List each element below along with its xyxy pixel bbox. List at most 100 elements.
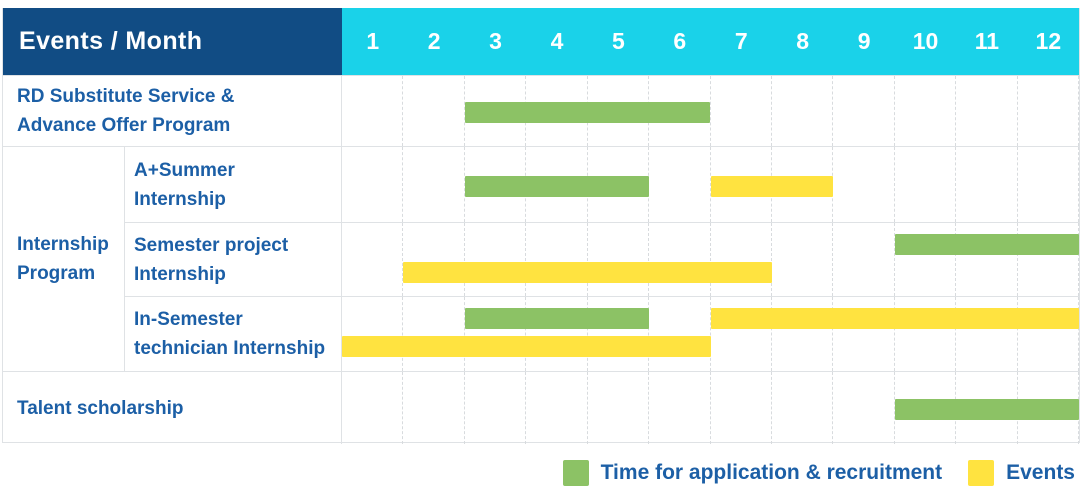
month-header-cell-3: 3 [489,28,502,54]
grid-cell [772,372,834,444]
gantt-row: RD Substitute Service & Advance Offer Pro… [3,75,1080,146]
grid-cell [895,147,957,222]
grid-cell [833,372,895,444]
bar-recruitment [464,175,650,197]
bar-recruitment [464,102,711,123]
gantt-row: A+Summer Internship [125,147,1080,222]
grid-cell [649,147,711,222]
table-header-row: Events / Month 1 2 3 4 5 6 7 8 9 10 11 12 [3,8,1079,75]
grid-cell [772,297,834,371]
bar-recruitment [894,399,1079,420]
month-header-cell-4: 4 [550,28,564,54]
legend-label-events: Events [1006,461,1075,484]
grid-cell [649,76,711,146]
month-header-cell-6: 6 [673,28,687,54]
gantt-row: In-Semester technician Internship [125,296,1080,371]
grid-cell [649,372,711,444]
grid-cell [342,76,404,146]
bar-event [342,336,711,357]
label-line: Internship [134,263,226,285]
events-month-header-cell: Events / Month [3,8,342,75]
label-line: Internship [17,234,109,255]
grid-cell [1018,297,1080,371]
grid-cell [526,372,588,444]
month-track [342,297,1080,371]
grid-cell [403,372,465,444]
bar-event [710,175,834,197]
grid-cell [895,76,957,146]
group-label: Internship Program [3,147,125,371]
legend-swatch-recruitment [562,460,589,486]
grid-cell [1018,147,1080,222]
bar-event [710,308,1079,329]
label-line: In-Semester [134,309,243,330]
grid-cell [833,223,895,296]
grid-cell [342,223,404,296]
month-header-cell-8: 8 [796,28,810,54]
grid-cell [956,147,1018,222]
row-label: RD Substitute Service & Advance Offer Pro… [3,76,342,146]
grid-cell [772,223,834,296]
month-header-cell-12: 12 [1035,28,1062,54]
grid-cell [956,223,1018,296]
grid-cell [465,223,527,296]
grid-cell [588,223,650,296]
grid-cell [711,76,772,146]
grid-cell [588,372,650,444]
grid-cell [1018,76,1080,146]
month-track [342,223,1080,296]
grid-cell [526,297,588,371]
group-rows: A+Summer Internship Semester project Intern… [125,147,1080,371]
grid-cell [403,147,465,222]
grid-cell [711,372,772,444]
month-header-cell-2: 2 [427,28,441,54]
label-line: Semester project [134,234,289,256]
month-header-cell-9: 9 [857,28,871,54]
grid-cell [1018,223,1080,296]
grid-cell [403,297,465,371]
grid-cell [526,223,588,296]
row-label: In-Semester technician Internship [125,297,342,371]
month-header-strip: 1 2 3 4 5 6 7 8 9 10 11 12 [342,8,1079,75]
gantt-row: Semester project Internship [125,222,1080,296]
month-header-cell-7: 7 [734,28,748,54]
gantt-table: Events / Month 1 2 3 4 5 6 7 8 9 10 11 12 RD Substi… [2,8,1080,444]
grid-cell [649,297,711,371]
label-line: A+Summer [134,159,235,181]
bar-recruitment [464,308,650,329]
legend-swatch-events [968,460,995,486]
grid-cell [711,297,772,371]
bar-event [403,262,772,283]
grid-cell [649,223,711,296]
grid-cell [342,372,404,444]
label-line: Advance Offer Program [17,115,231,136]
grid-cell [465,297,527,371]
grid-cell [403,223,465,296]
label-line: Program [17,263,96,284]
grid-cell [772,76,834,146]
label-line: technician Internship [134,338,326,359]
row-label: Talent scholarship [3,372,342,444]
grid-cell [956,297,1018,371]
grid-cell [588,297,650,371]
grid-cell [342,147,404,222]
grid-cell [342,297,404,371]
label-line: Talent scholarship [17,397,184,419]
month-track [342,147,1080,222]
bar-recruitment [894,234,1079,255]
month-header-cell-11: 11 [974,28,1000,54]
month-track [342,372,1080,444]
grid-cell [833,147,895,222]
grid-cell [711,223,772,296]
row-label: A+Summer Internship [125,147,342,222]
month-header-cell-10: 10 [912,28,939,54]
gantt-row: Talent scholarship [3,371,1080,444]
month-header-cell-5: 5 [612,28,625,54]
grid-cell [403,76,465,146]
gantt-group: Internship Program A+Summer Internship Semes… [3,146,1080,371]
grid-cell [895,297,957,371]
row-label: Semester project Internship [125,223,342,296]
grid-cell [465,372,527,444]
legend-label-recruitment: Time for application & recruitment [600,461,943,484]
